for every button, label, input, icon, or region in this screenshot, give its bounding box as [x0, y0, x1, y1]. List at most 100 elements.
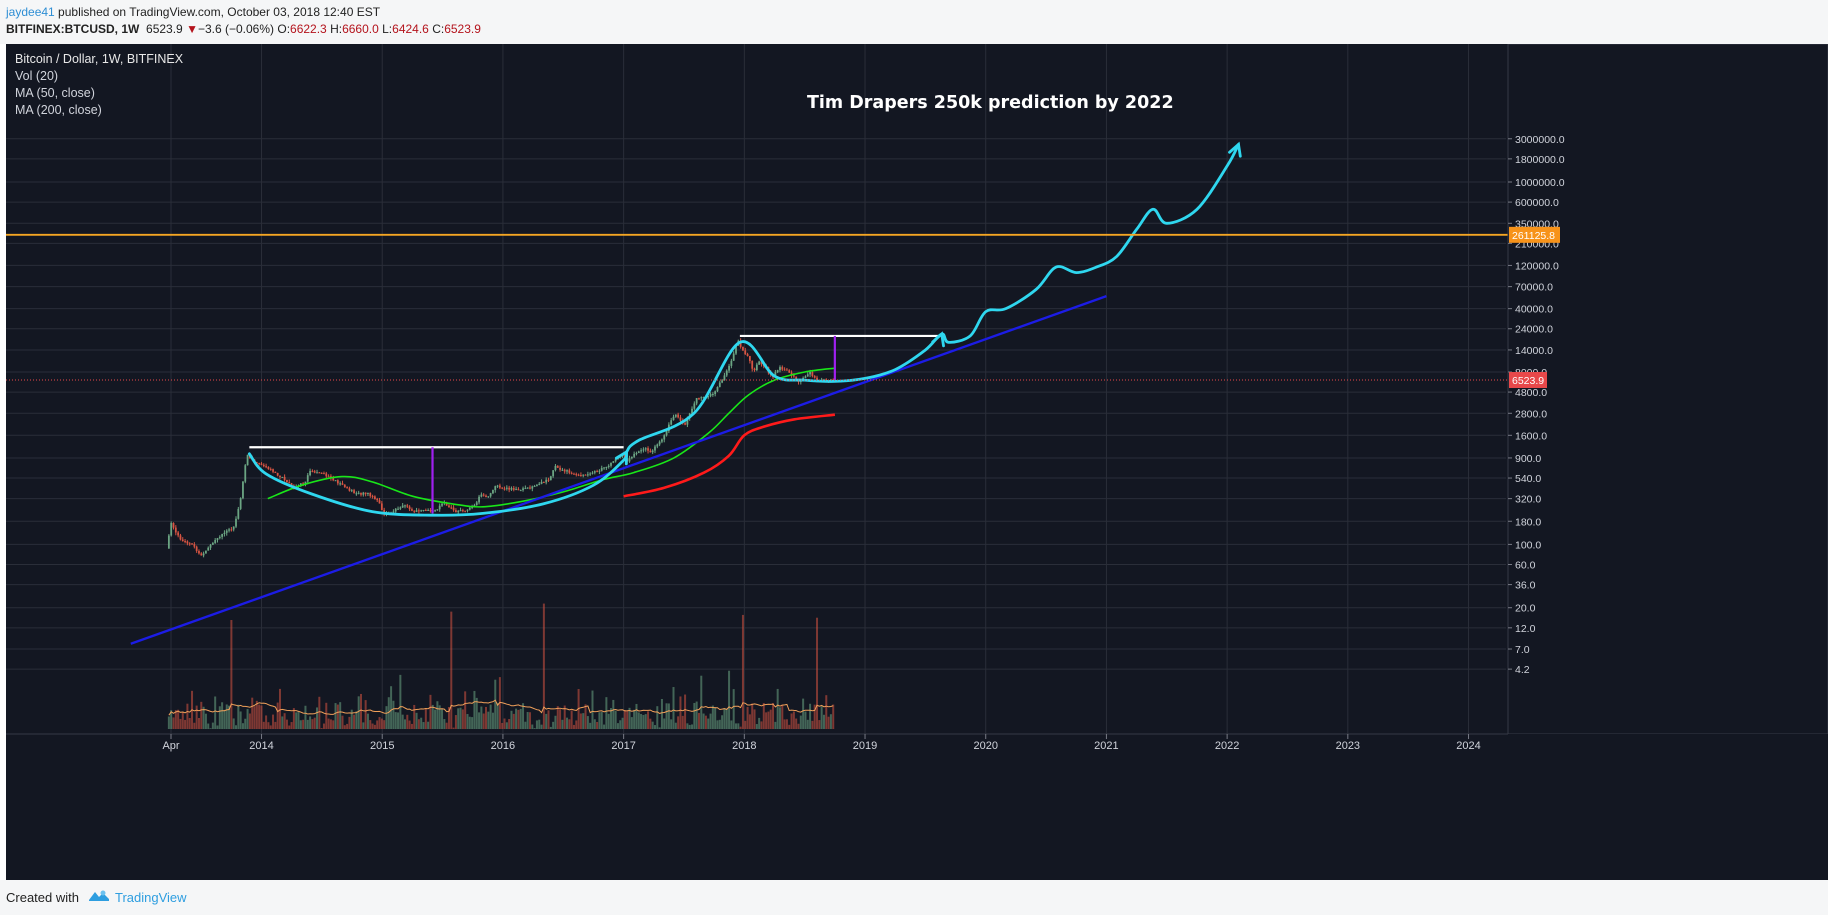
- created-with-text: Created with: [6, 890, 79, 905]
- volume-bar: [700, 675, 703, 729]
- current-price: 6523.9: [146, 22, 183, 36]
- candle-body: [570, 472, 573, 474]
- volume-bar: [392, 700, 395, 729]
- volume-bar: [549, 726, 552, 729]
- candle-body: [716, 386, 719, 392]
- legend-ma50[interactable]: MA (50, close): [15, 86, 95, 100]
- volume-bar: [802, 698, 805, 729]
- volume-bar: [649, 718, 652, 729]
- candle-body: [397, 508, 399, 510]
- volume-bar: [218, 706, 221, 729]
- volume-bar: [427, 721, 430, 729]
- y-tick-label: 100.0: [1515, 539, 1541, 551]
- volume-bar: [461, 709, 464, 729]
- x-tick-label: 2021: [1094, 740, 1118, 752]
- candle-body: [566, 470, 568, 472]
- candle-body: [573, 473, 575, 475]
- volume-bar: [776, 688, 779, 729]
- price-chart-svg[interactable]: Tim Drapers 250k prediction by 2022 3000…: [6, 44, 1828, 880]
- candle-body: [751, 360, 754, 369]
- volume-bar: [735, 723, 738, 729]
- volume-bar: [517, 709, 520, 729]
- candle-body: [288, 482, 291, 484]
- volume-bar: [406, 714, 409, 729]
- volume-bar: [251, 697, 254, 729]
- publication-info: jaydee41 published on TradingView.com, O…: [6, 5, 380, 19]
- y-tick-label: 3000000.0: [1515, 134, 1565, 146]
- ma50-line: [267, 367, 835, 508]
- candle-body: [753, 368, 756, 371]
- price-axis: 3000000.01800000.01000000.0600000.035000…: [1507, 44, 1828, 735]
- volume-bar: [422, 722, 425, 729]
- volume-bar: [603, 724, 606, 729]
- tradingview-link[interactable]: TradingView: [115, 890, 187, 905]
- volume-bar: [417, 719, 420, 729]
- volume-bar: [811, 720, 814, 729]
- candle-body: [702, 397, 705, 399]
- volume-bar: [309, 716, 312, 729]
- candle-body: [399, 507, 402, 509]
- volume-bar: [785, 719, 788, 729]
- candle-body: [478, 496, 480, 503]
- candle-body: [586, 474, 589, 476]
- volume-bar: [515, 708, 518, 729]
- candle-body: [783, 369, 786, 371]
- legend-volume[interactable]: Vol (20): [15, 69, 59, 83]
- volume-bar: [318, 696, 321, 729]
- volume-bar: [792, 711, 795, 729]
- candle-body: [427, 509, 430, 511]
- candle-body: [709, 394, 712, 397]
- candle-body: [635, 453, 638, 455]
- y-tick-label: 40000.0: [1515, 304, 1553, 316]
- volume-bar: [589, 722, 592, 729]
- symbol-label: BITFINEX:BTCUSD, 1W: [6, 22, 140, 36]
- candle-body: [711, 393, 714, 395]
- candle-body: [207, 547, 210, 551]
- candle-body: [691, 408, 693, 414]
- volume-bar: [177, 709, 180, 729]
- volume-bar: [526, 712, 529, 729]
- volume-bar: [383, 720, 386, 729]
- candle-body: [735, 345, 737, 354]
- candle-body: [552, 470, 555, 477]
- chart-area[interactable]: Tim Drapers 250k prediction by 2022 3000…: [6, 44, 1828, 880]
- volume-bar: [313, 717, 316, 729]
- legend-ma200[interactable]: MA (200, close): [15, 103, 102, 117]
- volume-bar: [653, 725, 656, 729]
- candle-body: [510, 488, 513, 490]
- candle-body: [188, 543, 191, 545]
- candle-body: [642, 449, 645, 451]
- volume-bar: [357, 696, 360, 729]
- volume-bar: [204, 713, 207, 729]
- candle-body: [302, 483, 305, 485]
- y-tick-label: 900.0: [1515, 453, 1541, 465]
- volume-bar: [452, 727, 455, 729]
- volume-bar: [714, 707, 717, 729]
- volume-bar: [267, 722, 270, 729]
- volume-bar: [436, 701, 439, 729]
- candle-body: [401, 505, 404, 508]
- volume-bar: [760, 721, 763, 729]
- candle-body: [244, 465, 247, 482]
- volume-bar: [415, 712, 418, 729]
- volume-bar: [568, 719, 571, 729]
- volume-bar: [485, 706, 488, 729]
- candle-body: [174, 527, 177, 533]
- volume-bar: [269, 725, 272, 729]
- candle-body: [561, 469, 564, 471]
- volume-bar: [684, 694, 687, 729]
- volume-bar: [450, 611, 453, 729]
- tradingview-logo-icon[interactable]: [87, 888, 111, 904]
- candle-body: [501, 487, 504, 489]
- candle-body: [633, 453, 636, 457]
- volume-bar: [758, 717, 761, 729]
- volume-bar: [403, 719, 406, 729]
- candle-body: [202, 553, 205, 556]
- candle-body: [684, 423, 686, 425]
- volume-bar: [614, 710, 617, 729]
- candle-body: [792, 375, 795, 377]
- volume-bar: [781, 704, 784, 729]
- candle-body: [318, 472, 321, 474]
- volume-bar: [679, 696, 682, 729]
- author-link[interactable]: jaydee41: [6, 5, 55, 19]
